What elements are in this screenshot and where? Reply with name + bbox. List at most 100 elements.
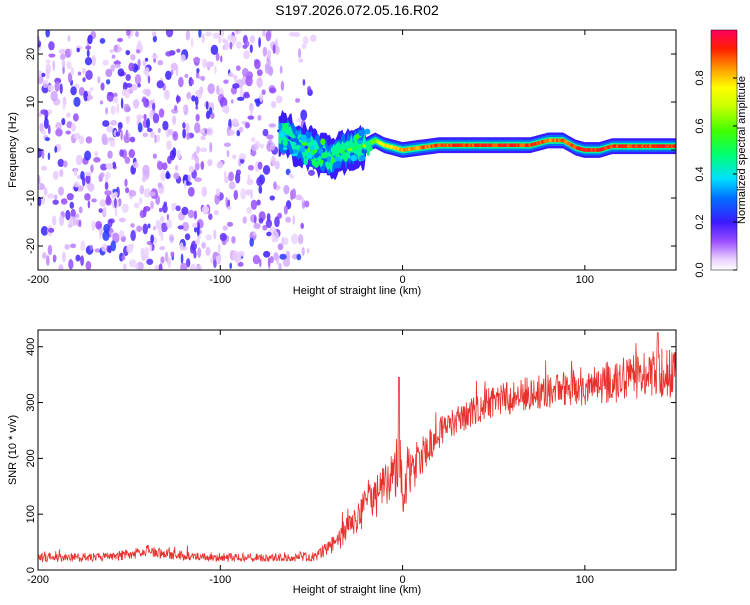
spectrogram-noise-blob: [54, 146, 57, 153]
spectrogram-noise-blob: [296, 254, 301, 261]
spectrogram-noise-blob: [196, 68, 199, 73]
spectrogram-noise-blob: [138, 122, 143, 132]
spectrogram-noise-blob: [157, 182, 162, 188]
spectrogram-noise-blob: [47, 84, 54, 91]
spectrogram-noise-blob: [53, 171, 59, 180]
spectrogram-onset-blob: [350, 155, 357, 161]
spectrogram-noise-blob: [42, 130, 47, 135]
spectrogram-noise-blob: [186, 30, 190, 40]
spectrogram-noise-blob: [40, 109, 47, 114]
spectrogram-noise-blob: [67, 193, 74, 200]
spectrogram-noise-blob: [229, 181, 236, 189]
spectrogram-noise-blob: [305, 200, 310, 207]
spectrogram-noise-blob: [52, 215, 56, 225]
colorbar-label: Normalized spectral amplitude: [736, 76, 748, 224]
spectrogram-noise-blob: [142, 60, 146, 65]
spectrogram-noise-blob: [45, 137, 50, 141]
spectrogram-noise-blob: [123, 263, 127, 270]
spectrogram-noise-blob: [206, 101, 209, 110]
spectrogram-noise-blob: [216, 188, 221, 196]
spectrogram-onset-blob: [297, 154, 302, 158]
spectrogram-onset-blob: [320, 138, 325, 145]
spectrogram-noise-blob: [298, 234, 303, 244]
spectrogram-noise-blob: [68, 259, 73, 269]
spectrogram-onset-blob: [301, 134, 307, 142]
spectrogram-noise-blob: [190, 264, 196, 274]
spectrogram-onset-blob: [280, 131, 284, 138]
spectrogram-noise-blob: [118, 127, 121, 133]
spectrogram-noise-blob: [249, 238, 254, 247]
spectrogram-noise-blob: [152, 103, 155, 111]
spectrogram-noise-blob: [93, 157, 101, 163]
spectrogram-noise-blob: [192, 223, 197, 228]
spectrogram-y-tick-label: 0: [25, 147, 37, 153]
spectrogram-noise-blob: [91, 220, 95, 231]
spectrogram-noise-blob: [88, 200, 91, 208]
spectrogram-noise-blob: [66, 61, 71, 69]
snr-y-tick-label: 0: [25, 567, 37, 573]
spectrogram-noise-blob: [130, 223, 134, 228]
spectrogram-noise-blob: [240, 188, 246, 199]
spectrogram-noise-blob: [105, 182, 109, 190]
spectrogram-noise-blob: [41, 166, 47, 171]
spectrogram-noise-blob: [191, 156, 194, 161]
spectrogram-noise-blob: [218, 243, 221, 253]
spectrogram-onset-blob: [339, 148, 343, 153]
spectrogram-noise-blob: [113, 191, 117, 197]
spectrogram-noise-blob: [159, 208, 162, 212]
spectrogram-noise-blob: [130, 137, 136, 143]
spectrogram-noise-blob: [143, 89, 150, 95]
spectrogram-noise-blob: [298, 48, 301, 58]
spectrogram-noise-blob: [44, 118, 49, 129]
spectrogram-noise-blob: [166, 219, 172, 228]
spectrogram-noise-blob: [136, 114, 143, 119]
spectrogram-noise-blob: [131, 243, 134, 248]
spectrogram-noise-blob: [188, 187, 195, 197]
spectrogram-noise-blob: [258, 186, 262, 194]
spectrogram-noise-blob: [194, 122, 200, 133]
spectrogram-noise-blob: [115, 208, 118, 217]
spectrogram-noise-blob: [231, 236, 235, 244]
spectrogram-noise-blob: [220, 56, 223, 63]
spectrogram-noise-blob: [231, 99, 233, 104]
spectrogram-noise-blob: [63, 100, 66, 110]
spectrogram-x-tick-label: -100: [209, 274, 231, 286]
spectrogram-noise-blob: [63, 161, 68, 168]
spectrogram-noise-blob: [55, 128, 62, 136]
spectrogram-noise-blob: [121, 255, 125, 260]
spectrogram-noise-blob: [165, 51, 172, 57]
spectrogram-noise-blob: [105, 107, 108, 114]
spectrogram-noise-blob: [143, 206, 147, 217]
spectrogram-noise-blob: [111, 105, 116, 114]
spectrogram-noise-blob: [285, 217, 291, 223]
spectrogram-noise-blob: [205, 247, 210, 256]
spectrogram-noise-blob: [71, 123, 76, 132]
spectrogram-noise-blob: [90, 87, 94, 91]
spectrogram-noise-blob: [295, 194, 302, 200]
spectrogram-x-tick-label: 100: [576, 274, 594, 286]
spectrogram-noise-blob: [86, 261, 92, 270]
spectrogram-noise-blob: [80, 240, 85, 251]
spectrogram-noise-blob: [195, 96, 199, 106]
spectrogram-onset-blob: [314, 140, 317, 146]
spectrogram-noise-blob: [85, 57, 92, 65]
spectrogram-noise-blob: [74, 169, 78, 177]
spectrogram-noise-blob: [125, 50, 130, 55]
spectrogram-onset-blob: [365, 141, 372, 147]
colorbar-tick-label: 0.4: [694, 166, 706, 181]
spectrogram-noise-blob: [87, 35, 92, 45]
spectrogram-noise-blob: [148, 76, 151, 84]
spectrogram-noise-blob: [227, 150, 230, 157]
spectrogram-noise-blob: [129, 149, 135, 158]
spectrogram-noise-blob: [78, 72, 81, 76]
spectrogram-noise-blob: [114, 198, 117, 208]
snr-y-tick-label: 200: [25, 449, 37, 467]
spectrogram-noise-blob: [247, 115, 254, 119]
spectrogram-noise-blob: [202, 206, 210, 213]
spectrogram-noise-blob: [41, 73, 45, 77]
spectrogram-noise-blob: [149, 192, 156, 197]
spectrogram-noise-blob: [292, 188, 296, 199]
spectrogram-noise-blob: [119, 149, 124, 157]
